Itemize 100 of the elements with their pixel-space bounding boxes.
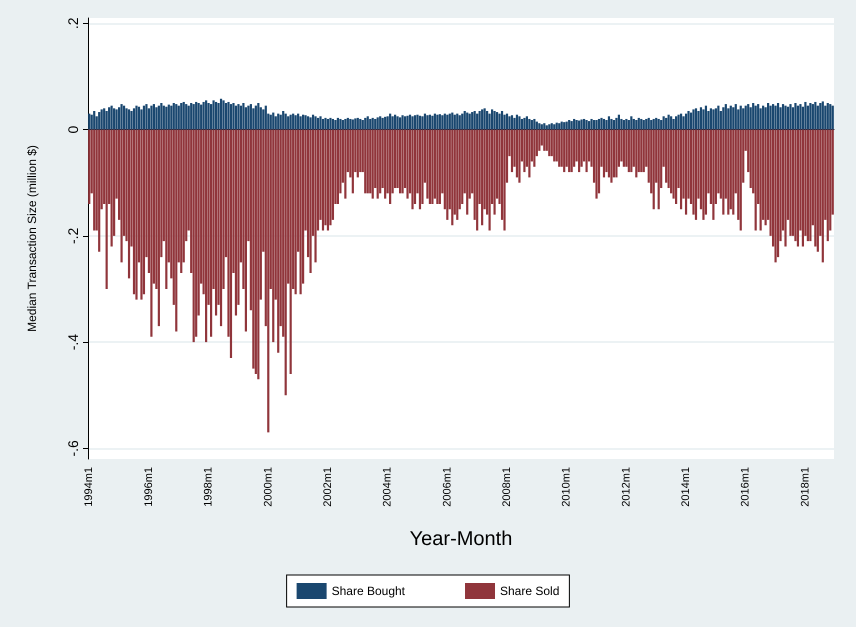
bar <box>503 114 506 130</box>
x-tick-label: 2006m1 <box>441 467 454 507</box>
bar <box>262 109 264 130</box>
bar <box>135 130 138 300</box>
bar <box>180 103 182 130</box>
bar <box>336 118 340 130</box>
bar <box>244 130 247 332</box>
bar <box>398 130 402 194</box>
bar <box>740 106 742 130</box>
bar <box>287 116 290 130</box>
bar <box>264 106 267 130</box>
bar <box>816 106 819 130</box>
x-tick-label: 1996m1 <box>142 467 155 507</box>
bar <box>809 103 812 130</box>
bar <box>392 116 394 130</box>
bar <box>794 103 797 130</box>
bar <box>282 110 284 130</box>
bar <box>774 130 777 262</box>
bar <box>630 116 632 130</box>
bar <box>598 118 600 130</box>
x-tick-label: 2004m1 <box>382 467 394 507</box>
bar <box>592 120 596 130</box>
bar <box>106 130 108 289</box>
bar <box>220 98 222 130</box>
bar <box>272 130 274 342</box>
bar <box>590 118 593 130</box>
bar <box>257 130 260 380</box>
bar <box>732 130 734 215</box>
bar <box>580 119 583 130</box>
bar <box>672 118 675 130</box>
bar <box>88 130 90 204</box>
bar <box>234 106 238 130</box>
bar <box>140 109 143 130</box>
bar <box>384 116 386 130</box>
bar <box>528 118 530 130</box>
bar <box>782 104 784 130</box>
bar <box>764 130 767 226</box>
bar <box>202 102 205 130</box>
bar <box>660 120 662 130</box>
bar <box>806 130 809 242</box>
bar <box>754 106 757 130</box>
bar <box>550 123 553 130</box>
bar <box>520 118 524 130</box>
bar <box>192 130 195 342</box>
bar <box>438 130 441 204</box>
bar <box>200 104 202 130</box>
bar <box>533 118 536 130</box>
bar <box>319 116 322 130</box>
bar <box>558 123 560 130</box>
bar <box>205 100 208 130</box>
bar <box>344 118 346 130</box>
bar <box>277 130 280 353</box>
bar <box>401 115 404 130</box>
bar <box>428 114 432 130</box>
bar <box>802 130 804 246</box>
bar <box>222 100 225 130</box>
bar <box>150 106 153 130</box>
bar <box>568 130 570 172</box>
bar <box>277 114 280 130</box>
bar <box>792 107 794 130</box>
bar <box>252 108 254 130</box>
bar <box>486 110 488 130</box>
bar <box>424 114 426 130</box>
bar <box>394 114 396 130</box>
bar <box>376 117 379 130</box>
bar <box>538 123 540 130</box>
bar <box>446 114 448 130</box>
legend-label: Share Bought <box>332 584 406 598</box>
bar <box>247 106 250 130</box>
bar <box>742 108 744 130</box>
bar <box>518 130 521 183</box>
bar <box>662 116 665 130</box>
bar <box>342 120 344 130</box>
bar <box>481 109 484 130</box>
bar <box>314 116 317 130</box>
bar <box>506 114 508 130</box>
bar <box>128 130 130 278</box>
bar <box>630 130 632 172</box>
bar <box>806 106 809 130</box>
bar <box>466 112 468 130</box>
bar <box>816 130 819 252</box>
bar <box>692 109 695 130</box>
bar <box>334 120 337 130</box>
bar <box>250 104 252 130</box>
bar <box>822 101 824 130</box>
bar <box>760 130 762 231</box>
bar <box>220 130 222 326</box>
bar <box>270 114 272 130</box>
bar <box>608 116 610 130</box>
bar <box>789 130 792 236</box>
bar <box>88 114 90 130</box>
bar <box>767 103 770 130</box>
bar <box>814 102 816 130</box>
bar <box>436 130 438 204</box>
bar <box>165 106 168 130</box>
bar <box>769 106 772 130</box>
bar <box>356 118 359 130</box>
bar <box>451 130 454 226</box>
bar <box>418 130 422 210</box>
bar <box>260 107 262 130</box>
